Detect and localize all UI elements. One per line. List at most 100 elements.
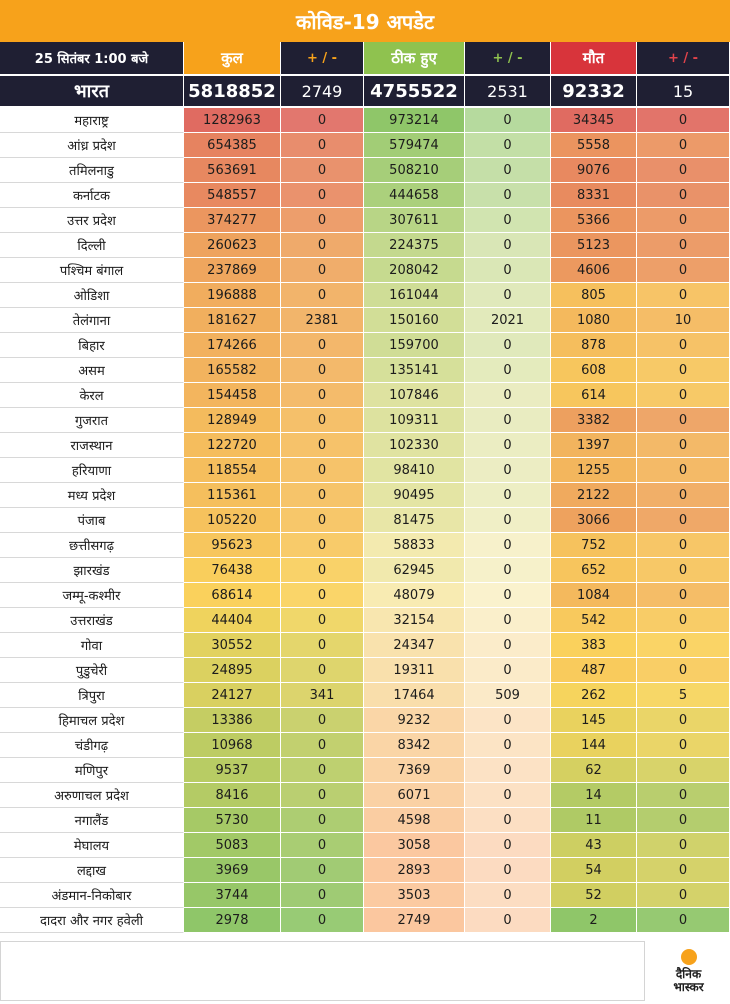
deaths-change-cell: 0	[637, 608, 730, 633]
table-row: त्रिपुरा 24127 341 17464 509 262 5	[0, 683, 730, 708]
deaths-cell: 878	[551, 333, 637, 358]
recovered-cell: 161044	[364, 283, 465, 308]
total-cell: 105220	[184, 508, 281, 533]
recovered-change-cell: 0	[465, 283, 551, 308]
table-row: गोवा 30552 0 24347 0 383 0	[0, 633, 730, 658]
total-change-cell: 0	[281, 758, 364, 783]
table-row: बिहार 174266 0 159700 0 878 0	[0, 333, 730, 358]
recovered-change-cell: 0	[465, 708, 551, 733]
table-row: दिल्ली 260623 0 224375 0 5123 0	[0, 233, 730, 258]
deaths-cell: 2122	[551, 483, 637, 508]
recovered-cell: 48079	[364, 583, 465, 608]
recovered-cell: 444658	[364, 183, 465, 208]
state-name: पंजाब	[0, 508, 184, 533]
total-cell: 563691	[184, 158, 281, 183]
table-row: पुडुचेरी 24895 0 19311 0 487 0	[0, 658, 730, 683]
total-cell: 1282963	[184, 108, 281, 133]
state-name: जम्मू-कश्मीर	[0, 583, 184, 608]
total-change-cell: 0	[281, 358, 364, 383]
state-name: गुजरात	[0, 408, 184, 433]
table-row: मणिपुर 9537 0 7369 0 62 0	[0, 758, 730, 783]
table-row: नगालैंड 5730 0 4598 0 11 0	[0, 808, 730, 833]
national-recovered: 4755522	[364, 76, 465, 108]
national-total: 5818852	[184, 76, 281, 108]
recovered-cell: 17464	[364, 683, 465, 708]
deaths-change-cell: 0	[637, 733, 730, 758]
recovered-cell: 579474	[364, 133, 465, 158]
table-row: दादरा और नगर हवेली 2978 0 2749 0 2 0	[0, 908, 730, 933]
table-row: उत्तर प्रदेश 374277 0 307611 0 5366 0	[0, 208, 730, 233]
deaths-cell: 1084	[551, 583, 637, 608]
state-name: उत्तर प्रदेश	[0, 208, 184, 233]
deaths-change-cell: 0	[637, 883, 730, 908]
deaths-change-cell: 0	[637, 658, 730, 683]
deaths-header: मौत	[551, 42, 637, 76]
total-change-cell: 0	[281, 608, 364, 633]
deaths-cell: 1397	[551, 433, 637, 458]
state-name: मध्य प्रदेश	[0, 483, 184, 508]
total-cell: 128949	[184, 408, 281, 433]
deaths-cell: 5558	[551, 133, 637, 158]
national-name: भारत	[0, 76, 184, 108]
total-cell: 196888	[184, 283, 281, 308]
state-name: बिहार	[0, 333, 184, 358]
logo-text-line2: भास्कर	[673, 979, 704, 994]
recovered-cell: 3058	[364, 833, 465, 858]
deaths-change-cell: 0	[637, 533, 730, 558]
recovered-cell: 98410	[364, 458, 465, 483]
recovered-cell: 107846	[364, 383, 465, 408]
table-row: जम्मू-कश्मीर 68614 0 48079 0 1084 0	[0, 583, 730, 608]
deaths-change-cell: 0	[637, 208, 730, 233]
national-deaths-change: 15	[637, 76, 730, 108]
deaths-change-cell: 0	[637, 783, 730, 808]
recovered-cell: 6071	[364, 783, 465, 808]
table-row: पश्चिम बंगाल 237869 0 208042 0 4606 0	[0, 258, 730, 283]
deaths-change-cell: 0	[637, 708, 730, 733]
table-row: असम 165582 0 135141 0 608 0	[0, 358, 730, 383]
deaths-change-cell: 0	[637, 283, 730, 308]
total-cell: 260623	[184, 233, 281, 258]
recovered-change-cell: 0	[465, 458, 551, 483]
table-row: झारखंड 76438 0 62945 0 652 0	[0, 558, 730, 583]
total-cell: 181627	[184, 308, 281, 333]
recovered-change-cell: 0	[465, 783, 551, 808]
deaths-cell: 805	[551, 283, 637, 308]
deaths-change-cell: 0	[637, 233, 730, 258]
total-change-cell: 0	[281, 533, 364, 558]
recovered-change-cell: 0	[465, 483, 551, 508]
total-change-cell: 0	[281, 658, 364, 683]
state-name: नगालैंड	[0, 808, 184, 833]
deaths-change-cell: 0	[637, 558, 730, 583]
table-row: मध्य प्रदेश 115361 0 90495 0 2122 0	[0, 483, 730, 508]
state-name: दिल्ली	[0, 233, 184, 258]
state-name: मणिपुर	[0, 758, 184, 783]
state-name: हरियाणा	[0, 458, 184, 483]
total-cell: 3744	[184, 883, 281, 908]
table-row: पंजाब 105220 0 81475 0 3066 0	[0, 508, 730, 533]
table-row: अंडमान-निकोबार 3744 0 3503 0 52 0	[0, 883, 730, 908]
covid-table: 25 सितंबर 1:00 बजे कुल + / - ठीक हुए + /…	[0, 42, 730, 933]
total-cell: 237869	[184, 258, 281, 283]
deaths-change-cell: 0	[637, 158, 730, 183]
total-cell: 68614	[184, 583, 281, 608]
total-cell: 118554	[184, 458, 281, 483]
deaths-cell: 54	[551, 858, 637, 883]
deaths-cell: 262	[551, 683, 637, 708]
total-cell: 115361	[184, 483, 281, 508]
total-cell: 165582	[184, 358, 281, 383]
deaths-change-cell: 0	[637, 858, 730, 883]
total-cell: 95623	[184, 533, 281, 558]
recovered-cell: 973214	[364, 108, 465, 133]
deaths-change-cell: 0	[637, 183, 730, 208]
total-change-cell: 0	[281, 208, 364, 233]
national-total-change: 2749	[281, 76, 364, 108]
recovered-cell: 307611	[364, 208, 465, 233]
deaths-change-cell: 0	[637, 508, 730, 533]
deaths-cell: 8331	[551, 183, 637, 208]
total-change-cell: 0	[281, 158, 364, 183]
deaths-change-cell: 0	[637, 633, 730, 658]
total-change-cell: 0	[281, 383, 364, 408]
total-change-cell: 0	[281, 258, 364, 283]
date-time-header: 25 सितंबर 1:00 बजे	[0, 42, 184, 76]
deaths-cell: 3066	[551, 508, 637, 533]
